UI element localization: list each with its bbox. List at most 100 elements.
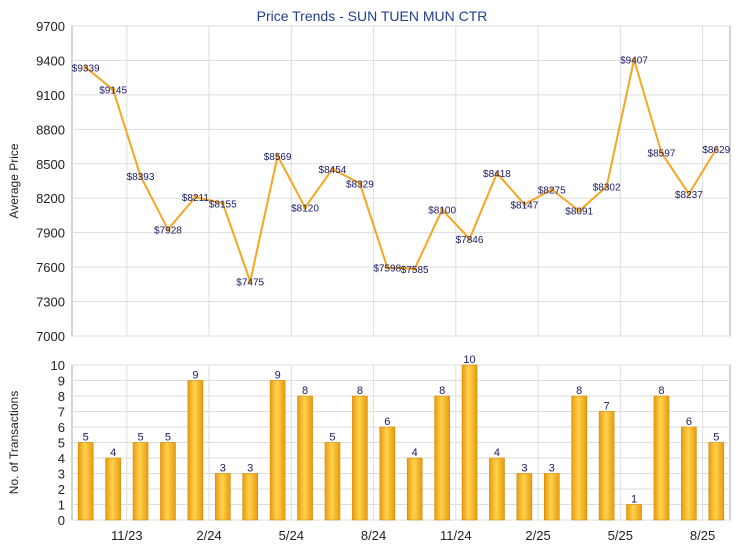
transaction-bar [352,395,368,521]
price-data-label: $8302 [593,183,621,194]
x-tick-label: 2/25 [525,528,550,543]
transaction-bar [681,426,697,521]
price-point [440,207,445,212]
price-data-label: $7928 [154,225,182,236]
x-tick-label: 8/24 [361,528,386,543]
y-tick-label: 7900 [36,226,65,241]
transaction-bar [324,442,341,521]
transaction-bar [187,380,204,521]
price-data-label: $8569 [264,152,292,163]
price-data-label: $9339 [72,63,100,74]
transaction-data-label: 4 [494,447,500,459]
y-axis-label: Average Price [7,143,21,218]
price-data-label: $8147 [510,200,538,211]
transaction-bar [214,473,231,521]
price-data-label: $7475 [236,277,264,288]
y-tick-label: 0 [58,513,65,528]
price-point [632,57,637,62]
price-point [138,174,143,179]
price-point [494,171,499,176]
transaction-data-label: 1 [631,494,637,506]
transaction-data-label: 5 [83,432,89,444]
transaction-bar [269,380,286,521]
y-tick-label: 6 [58,420,65,435]
transaction-bar [598,411,615,521]
price-data-label: $8393 [127,172,155,183]
price-data-label: $8091 [565,207,593,218]
transaction-bar [626,504,642,521]
x-tick-label: 11/24 [440,528,472,543]
transaction-data-label: 5 [329,432,335,444]
price-data-label: $8454 [319,165,347,176]
price-point [686,191,691,196]
y-tick-label: 8 [58,389,65,404]
transaction-bar [516,473,533,521]
price-point [522,202,527,207]
y-tick-label: 7 [58,405,65,420]
price-point [220,201,225,206]
transaction-bar [571,395,588,521]
price-data-label: $8100 [428,206,456,217]
price-data-label: $9407 [620,56,648,67]
transaction-bar [160,442,176,521]
y-tick-label: 9700 [36,19,65,34]
price-point [303,205,308,210]
x-tick-label: 2/24 [196,528,221,543]
transaction-bar [543,473,560,521]
transaction-bar [708,442,725,521]
price-point [385,265,390,270]
transaction-data-label: 5 [713,432,719,444]
y-tick-label: 8500 [36,157,65,172]
price-point [165,227,170,232]
price-point [248,279,253,284]
price-point [577,208,582,213]
transaction-data-label: 7 [604,401,610,413]
x-tick-label: 5/25 [608,528,633,543]
price-point [604,184,609,189]
price-data-label: $8120 [291,203,319,214]
y-tick-label: 4 [58,451,65,466]
y-tick-label: 7000 [36,329,65,344]
y-tick-label: 5 [58,436,65,451]
x-tick-label: 8/25 [690,528,715,543]
y-tick-label: 7600 [36,260,65,275]
transaction-bar [242,473,259,521]
transaction-bar [653,395,670,521]
y-tick-label: 9400 [36,53,65,68]
transaction-data-label: 8 [658,385,664,397]
transaction-data-label: 5 [137,432,143,444]
transaction-data-label: 9 [192,370,198,382]
price-point [549,187,554,192]
price-data-label: $8211 [182,193,210,204]
price-point [467,236,472,241]
transaction-bar [297,395,313,521]
price-data-label: $8629 [702,145,730,156]
price-point [275,153,280,158]
price-point [111,87,116,92]
transaction-data-label: 8 [302,385,308,397]
price-data-label: $8155 [209,199,237,210]
transaction-data-label: 3 [549,463,555,475]
price-data-label: $8597 [648,149,676,160]
y-axis-label: No. of Transactions [7,391,21,494]
y-tick-label: 8800 [36,122,65,137]
price-line-panel: 7000 7300 7600 7900 8200 8500 8800 9100 9400 9700… [7,19,731,344]
price-point [83,65,88,70]
transaction-bar [379,426,396,521]
transaction-bar [489,457,505,521]
transaction-data-label: 3 [220,463,226,475]
transaction-bar [105,457,121,521]
transaction-data-label: 3 [521,463,527,475]
transaction-data-label: 6 [686,416,692,428]
y-tick-label: 9100 [36,88,65,103]
price-point [659,150,664,155]
transaction-bar [132,442,149,521]
price-data-label: $9145 [99,86,127,97]
price-data-label: $8418 [483,169,511,180]
price-point [714,146,719,151]
price-data-label: $8329 [346,179,374,190]
price-data-label: $8237 [675,190,703,201]
transaction-data-label: 3 [247,463,253,475]
